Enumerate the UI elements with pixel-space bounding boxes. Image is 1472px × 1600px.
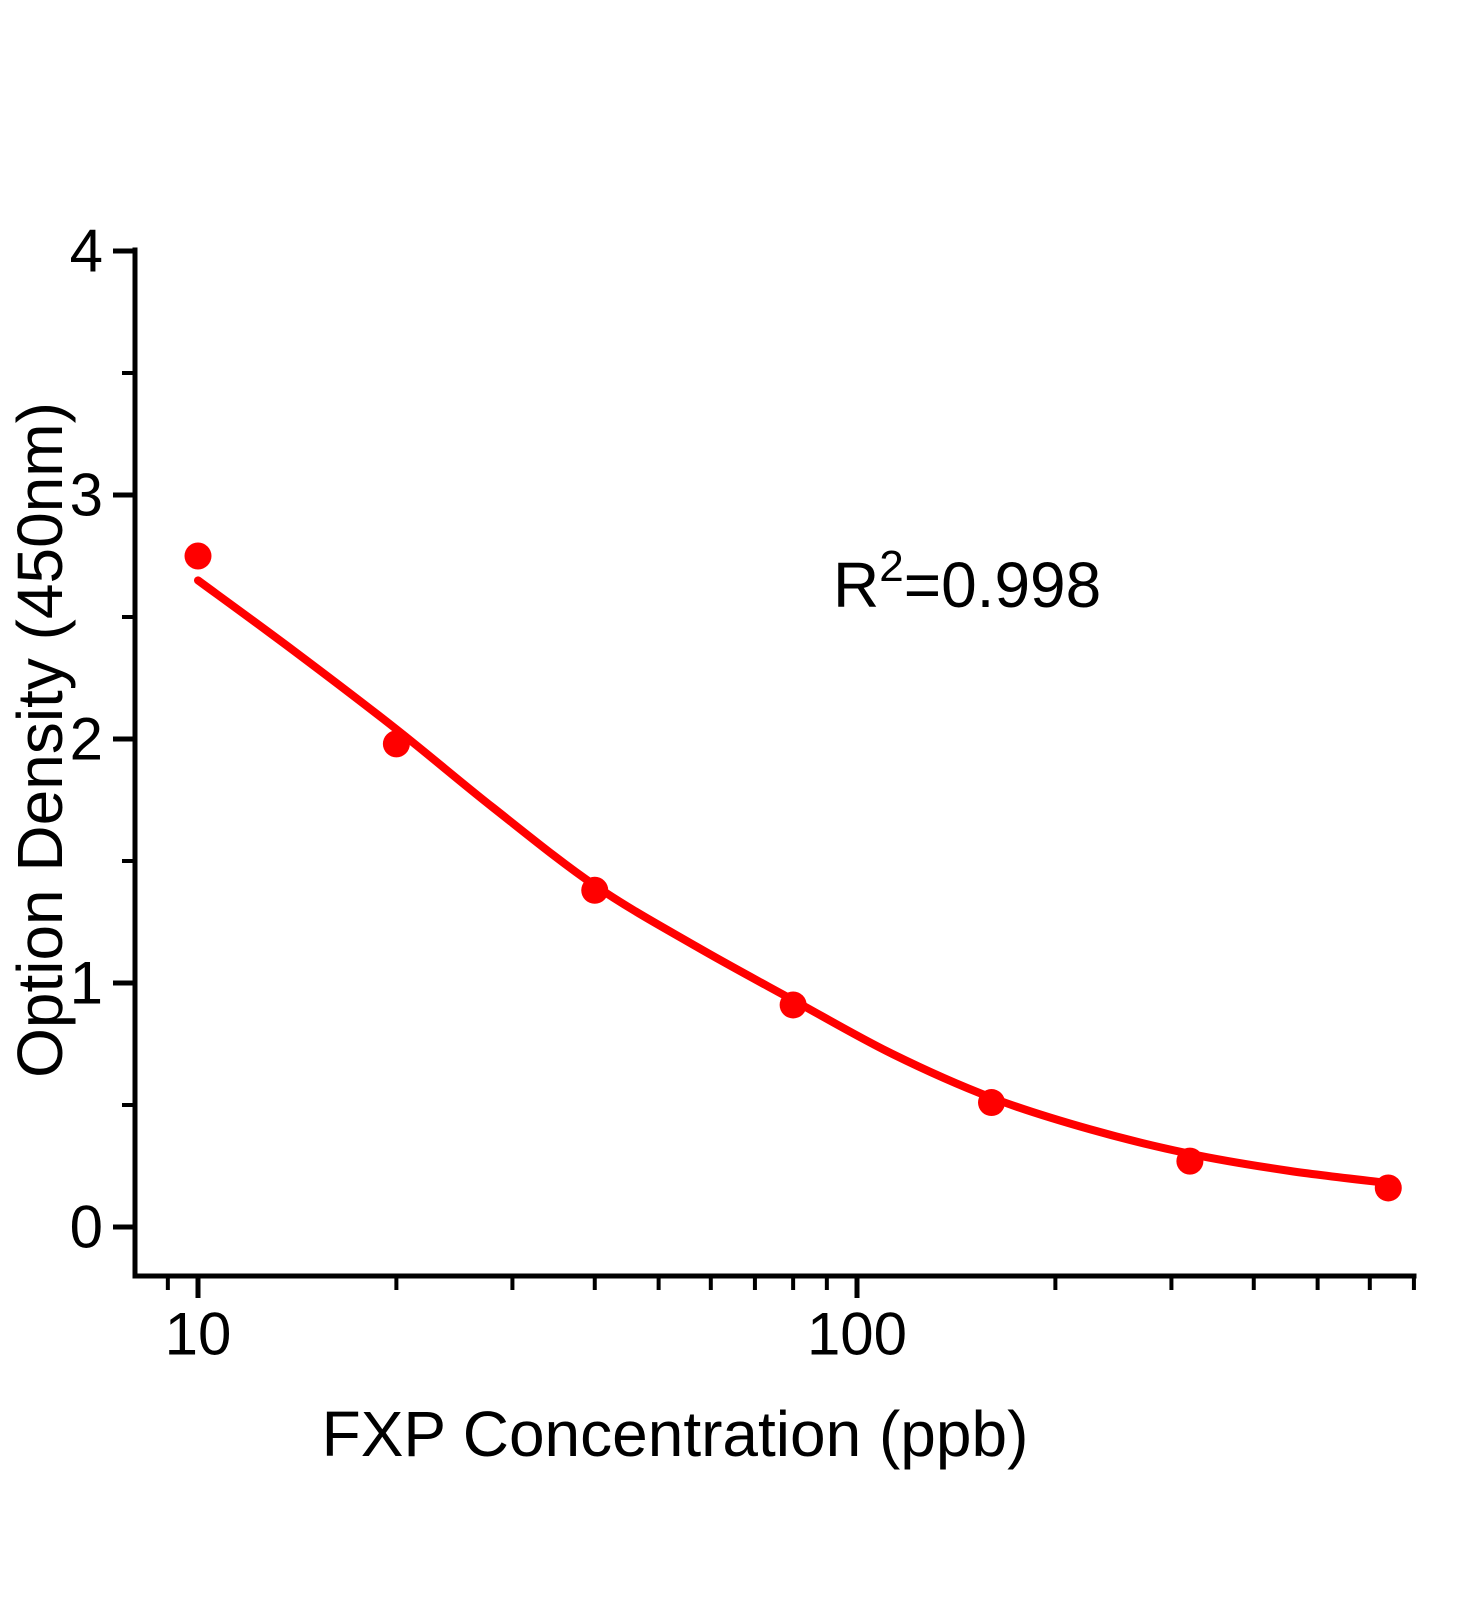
y-axis-title: Option Density (450nm) — [4, 402, 76, 1078]
r-squared-value: =0.998 — [904, 549, 1102, 621]
data-points — [184, 542, 1402, 1202]
axis-tick-labels: 10 100 0 1 2 3 4 — [70, 218, 907, 1368]
data-point — [581, 876, 609, 904]
x-axis-title: FXP Concentration (ppb) — [322, 1398, 1029, 1470]
data-point — [184, 542, 212, 570]
data-point — [382, 730, 410, 758]
data-point — [1176, 1147, 1204, 1175]
y-tick-label: 0 — [70, 1194, 103, 1261]
x-tick-label: 100 — [807, 1301, 907, 1368]
axis-ticks — [113, 248, 1416, 1298]
data-point — [978, 1089, 1006, 1117]
r-squared-base: R — [833, 549, 879, 621]
y-tick-label: 2 — [70, 706, 103, 773]
data-point — [1374, 1174, 1402, 1202]
y-tick-label: 4 — [70, 218, 103, 285]
data-point — [779, 991, 807, 1019]
y-tick-label: 1 — [70, 950, 103, 1017]
fit-curve-line — [194, 576, 1393, 1188]
y-tick-label: 3 — [70, 462, 103, 529]
x-tick-label: 10 — [165, 1301, 232, 1368]
r-squared-superscript: 2 — [879, 542, 903, 591]
r-squared-annotation: R2=0.998 — [833, 542, 1101, 621]
